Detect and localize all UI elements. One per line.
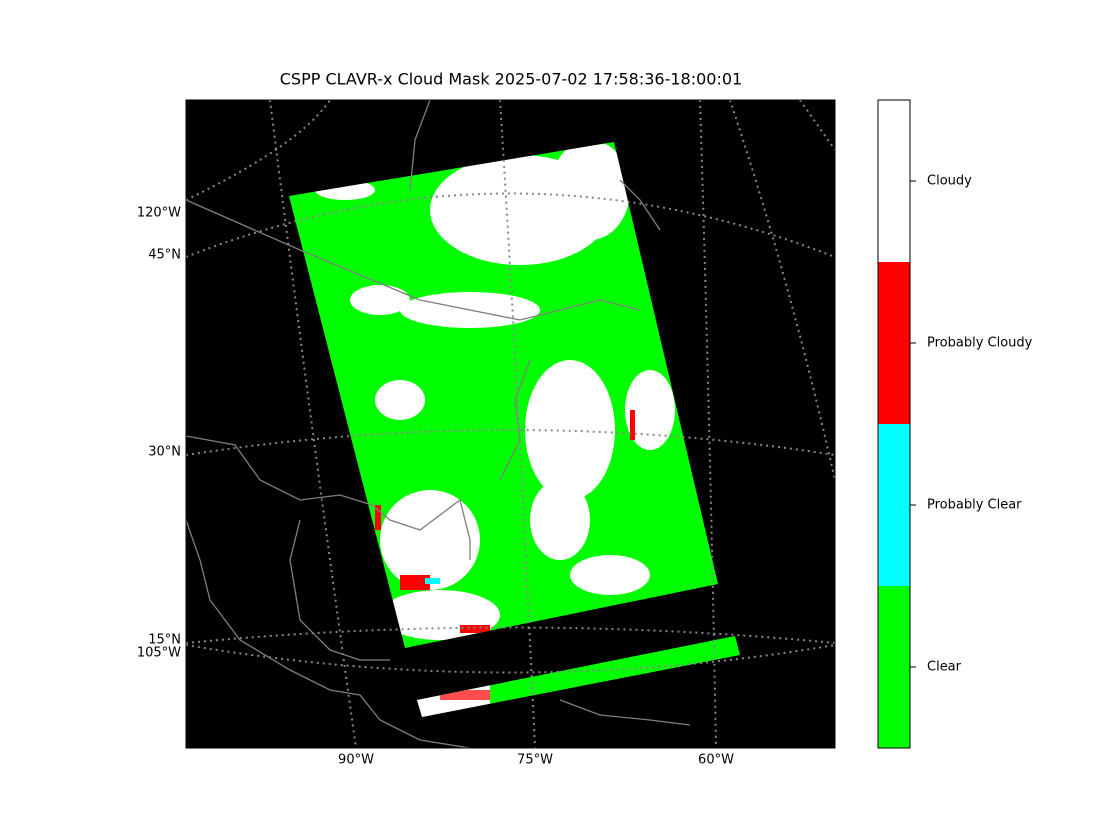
colorbar-segment bbox=[878, 100, 910, 262]
map-label: 75°W bbox=[517, 753, 553, 768]
coastline bbox=[186, 100, 691, 748]
map bbox=[186, 100, 835, 748]
map-label: 30°N bbox=[148, 445, 181, 460]
colorbar-segment bbox=[878, 262, 910, 424]
colorbar-segment bbox=[878, 586, 910, 748]
map-title: CSPP CLAVR-x Cloud Mask 2025-07-02 17:58… bbox=[280, 70, 742, 89]
colorbar-label: Probably Cloudy bbox=[927, 336, 1033, 351]
colorbar-frame bbox=[877, 99, 911, 749]
map-label: 120°W bbox=[137, 206, 181, 221]
map-frame bbox=[185, 99, 836, 749]
map-label: 90°W bbox=[338, 753, 374, 768]
map-label: 15°N bbox=[148, 633, 181, 648]
map-label: 45°N bbox=[148, 248, 181, 263]
colorbar-label: Clear bbox=[927, 660, 962, 675]
colorbar-label: Cloudy bbox=[927, 174, 972, 189]
colorbar-segment bbox=[878, 424, 910, 586]
colorbar: Clear Probably Clear Probably Cloudy Cloudy bbox=[877, 99, 1033, 749]
colorbar-label: Probably Clear bbox=[927, 498, 1022, 513]
map-label: 60°W bbox=[698, 753, 734, 768]
map-label: 105°W bbox=[137, 646, 181, 661]
graticule bbox=[186, 100, 835, 748]
